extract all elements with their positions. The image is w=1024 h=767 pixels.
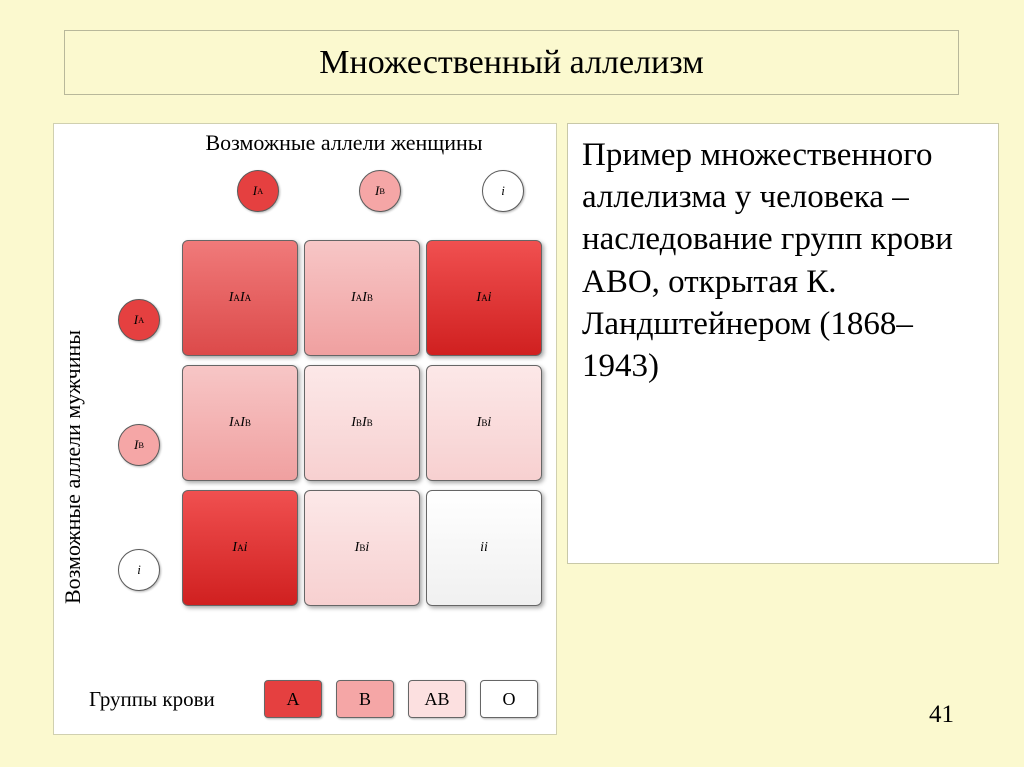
legend-swatch: B [336,680,394,718]
row-header-allele: i [118,549,160,591]
genotype-cell: IAi [426,240,542,356]
genotype-cell: IBi [426,365,542,481]
genotype-cell: IAIB [304,240,420,356]
col-header-allele: IB [359,170,401,212]
male-alleles-label: Возможные аллели мужчины [60,330,86,604]
page-number: 41 [929,701,954,729]
genotype-cell: IAIA [182,240,298,356]
blood-groups-label: Группы крови [89,687,215,712]
row-header-allele: IB [118,424,160,466]
punnett-diagram: Возможные аллели женщины Возможные аллел… [53,123,557,735]
genotype-cell: ii [426,490,542,606]
col-header-allele: IA [237,170,279,212]
genotype-cell: IBIB [304,365,420,481]
genotype-cell: IAIB [182,365,298,481]
description-text: Пример множественного аллелизма у челове… [582,137,953,384]
slide-title: Множественный аллелизм [319,44,703,82]
genotype-cell: IAi [182,490,298,606]
legend-swatch: AB [408,680,466,718]
female-alleles-label: Возможные аллели женщины [154,130,534,156]
col-header-allele: i [482,170,524,212]
legend-swatch: O [480,680,538,718]
row-header-allele: IA [118,299,160,341]
slide-title-box: Множественный аллелизм [64,30,959,95]
genotype-cell: IBi [304,490,420,606]
legend-swatch: A [264,680,322,718]
description-box: Пример множественного аллелизма у челове… [567,123,999,564]
